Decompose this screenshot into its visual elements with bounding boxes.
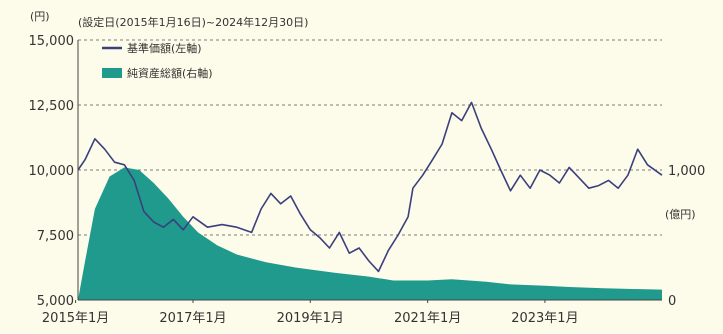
series-nav-line: [77, 101, 663, 273]
x-tick-label-2: 2019年1月: [277, 311, 344, 326]
x-tick-label-1: 2017年1月: [159, 311, 226, 326]
legend-assets-swatch: [102, 68, 122, 78]
x-tick-label-4: 2023年1月: [511, 311, 578, 326]
right-unit-label: (億円): [665, 208, 696, 221]
series-net-assets-area: [78, 167, 662, 300]
left-unit-label: (円): [30, 10, 50, 23]
legend-nav-label: 基準価額(左軸): [127, 41, 202, 55]
y-left-tick-label-4: 15,000: [29, 34, 75, 49]
y-left-tick-label-1: 7,500: [37, 229, 74, 244]
x-tick-label-3: 2021年1月: [394, 311, 461, 326]
y-right-tick-label-0: 0: [668, 294, 676, 309]
y-right-tick-label-1: 1,000: [668, 164, 705, 179]
period-note: (設定日(2015年1月16日)~2024年12月30日): [78, 15, 308, 29]
y-left-tick-label-2: 10,000: [29, 164, 75, 179]
legend-assets-label: 純資産総額(右軸): [127, 66, 213, 80]
y-left-tick-label-3: 12,500: [29, 99, 75, 114]
x-tick-label-0: 2015年1月: [42, 311, 109, 326]
y-left-tick-label-0: 5,000: [37, 294, 74, 309]
